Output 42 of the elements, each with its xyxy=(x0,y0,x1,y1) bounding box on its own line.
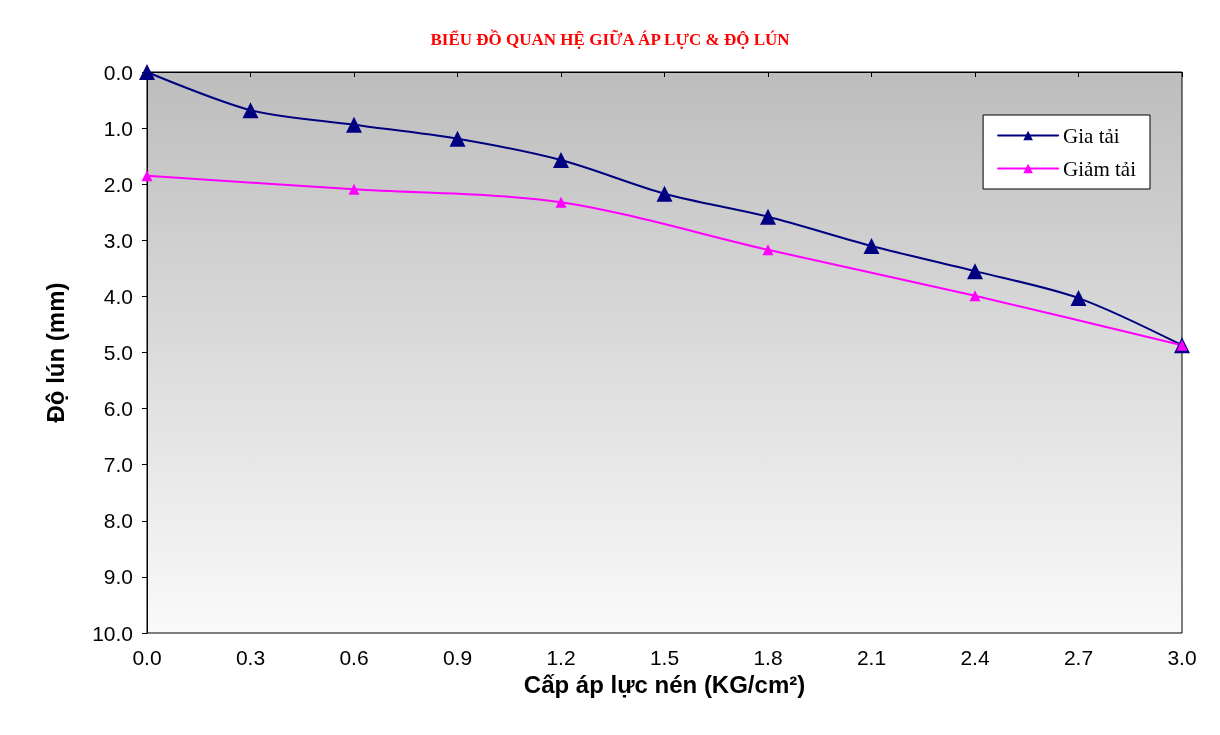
point xyxy=(760,208,776,225)
point xyxy=(449,130,466,147)
y-tick-label: 6.0 xyxy=(103,397,133,421)
x-tick-label: 3.0 xyxy=(1167,646,1197,669)
y-tick-label: 0.0 xyxy=(103,60,133,84)
point xyxy=(139,64,155,80)
point xyxy=(555,196,567,208)
point xyxy=(863,237,880,254)
y-tick-label: 9.0 xyxy=(103,565,133,589)
x-tick-label: 2.4 xyxy=(960,646,990,669)
point xyxy=(242,102,259,119)
chart-title: BIỂU ĐỒ QUAN HỆ GIỮA ÁP LỰC & ĐỘ LÚN xyxy=(430,29,791,49)
x-axis-title: Cấp áp lực nén (KG/cm²) xyxy=(523,671,806,699)
x-tick-label: 2.7 xyxy=(1063,646,1094,669)
point xyxy=(762,244,774,256)
y-axis-title: Độ lún (mm) xyxy=(41,282,69,423)
legend-label: Gia tải xyxy=(1063,123,1120,148)
point xyxy=(553,152,569,169)
x-tick-label: 1.8 xyxy=(753,646,783,669)
point xyxy=(656,185,673,202)
x-tick-label: 0.0 xyxy=(132,646,162,669)
point xyxy=(346,116,362,133)
y-tick-label: 5.0 xyxy=(103,341,133,364)
point xyxy=(348,183,360,195)
y-tick-label: 10.0 xyxy=(92,621,133,645)
y-tick-label: 7.0 xyxy=(103,453,133,477)
point xyxy=(967,263,983,280)
legend-label: Giảm tải xyxy=(1063,156,1137,181)
x-tick-label: 2.1 xyxy=(856,646,887,669)
x-tick-label: 1.5 xyxy=(649,646,680,669)
point xyxy=(1070,290,1087,307)
y-tick-label: 2.0 xyxy=(103,172,133,196)
x-tick-label: 0.3 xyxy=(235,646,266,669)
point xyxy=(969,290,981,302)
y-tick-label: 3.0 xyxy=(103,228,133,252)
x-tick-label: 0.6 xyxy=(339,646,369,669)
x-tick-label: 0.9 xyxy=(442,646,473,669)
y-tick-label: 8.0 xyxy=(103,509,133,533)
y-tick-label: 4.0 xyxy=(103,284,133,308)
point xyxy=(141,170,153,182)
y-tick-label: 1.0 xyxy=(103,116,133,140)
x-tick-label: 1.2 xyxy=(546,646,576,669)
